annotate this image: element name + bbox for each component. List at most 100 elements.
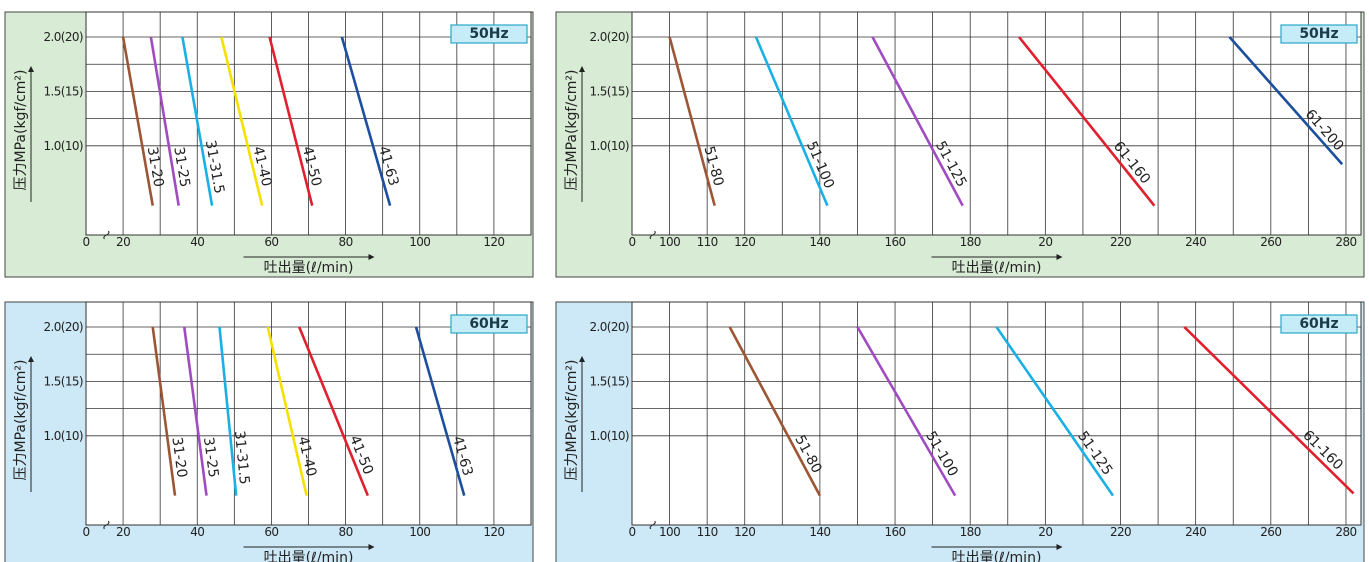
- badge-text: 60Hz: [469, 316, 508, 332]
- x-tick-label: 180: [960, 525, 981, 539]
- series-line: [340, 36, 392, 206]
- x-tick-label: 20: [116, 235, 130, 249]
- x-tick-label: 20: [1038, 235, 1052, 249]
- y-tick-label: 2.0(20): [589, 30, 629, 44]
- series-line: [728, 326, 822, 497]
- x-tick-label: 120: [734, 525, 755, 539]
- series-label: 31-31.5: [231, 430, 252, 485]
- plot-area: [631, 11, 1362, 236]
- x-tick-label: 0: [82, 525, 89, 539]
- y-axis-title: 压力MPa(kgf/cm²): [13, 360, 29, 481]
- x-tick-label: 80: [339, 235, 353, 249]
- x-tick-label: 240: [1185, 525, 1206, 539]
- badge-text: 50Hz: [469, 26, 508, 42]
- axis-break: [103, 520, 110, 530]
- x-axis-title: 吐出量(ℓ/min): [952, 550, 1042, 562]
- badge-box: [450, 314, 528, 334]
- series-line: [151, 326, 177, 496]
- plot-area: [631, 301, 1362, 526]
- x-tick-label: 280: [1335, 235, 1356, 249]
- y-axis-arrowhead: [579, 66, 585, 72]
- x-axis-title: 吐出量(ℓ/min): [264, 550, 354, 562]
- x-axis-arrowhead: [1056, 254, 1063, 260]
- x-tick-label: 100: [659, 235, 680, 249]
- axis-break: [103, 230, 110, 240]
- badge-box: [1280, 314, 1358, 334]
- x-axis-title: 吐出量(ℓ/min): [952, 260, 1042, 276]
- x-tick-label: 100: [409, 235, 430, 249]
- y-tick-label: 1.5(15): [43, 374, 83, 388]
- series-line: [218, 326, 238, 496]
- x-tick-label: 160: [884, 235, 905, 249]
- x-tick-label: 120: [734, 235, 755, 249]
- x-axis-arrowhead: [368, 254, 375, 260]
- y-axis-title: 压力MPa(kgf/cm²): [564, 360, 580, 481]
- axis-break: [649, 520, 656, 530]
- badge-box: [450, 24, 528, 44]
- series-label: 31-20: [144, 146, 167, 189]
- x-tick-label: 280: [1335, 525, 1356, 539]
- x-tick-label: 120: [483, 525, 504, 539]
- x-tick-label: 40: [190, 525, 204, 539]
- y-tick-label: 2.0(20): [43, 30, 83, 44]
- series-line: [1228, 36, 1344, 166]
- x-tick-label: 20: [1038, 525, 1052, 539]
- x-axis-title: 吐出量(ℓ/min): [264, 260, 354, 276]
- series-line: [268, 36, 314, 206]
- x-axis-arrowhead: [368, 544, 375, 550]
- series-line: [754, 36, 829, 207]
- y-tick-label: 1.0(10): [589, 429, 629, 443]
- x-tick-label: 260: [1260, 235, 1281, 249]
- series-line: [856, 326, 957, 497]
- series-label: 31-20: [168, 436, 189, 478]
- y-tick-label: 1.0(10): [43, 429, 83, 443]
- x-tick-label: 110: [697, 525, 718, 539]
- badge-text: 60Hz: [1299, 316, 1338, 332]
- y-tick-label: 1.0(10): [589, 139, 629, 153]
- x-tick-label: 180: [960, 235, 981, 249]
- series-line: [121, 36, 155, 206]
- y-axis-title: 压力MPa(kgf/cm²): [564, 70, 580, 191]
- x-tick-label: 110: [697, 235, 718, 249]
- series-line: [149, 36, 180, 206]
- x-tick-label: 140: [809, 525, 830, 539]
- x-tick-label: 160: [884, 525, 905, 539]
- y-tick-label: 1.5(15): [589, 84, 629, 98]
- y-tick-label: 1.0(10): [43, 139, 83, 153]
- series-line: [871, 36, 964, 207]
- x-tick-label: 40: [190, 235, 204, 249]
- x-axis-arrowhead: [1056, 544, 1063, 550]
- series-line: [414, 326, 466, 496]
- badge-text: 50Hz: [1299, 26, 1338, 42]
- series-line: [220, 36, 264, 206]
- y-axis-arrowhead: [28, 66, 34, 72]
- x-tick-label: 220: [1110, 525, 1131, 539]
- series-line: [995, 326, 1115, 497]
- y-axis-arrowhead: [28, 356, 34, 362]
- badge-box: [1280, 24, 1358, 44]
- series-line: [266, 326, 308, 496]
- y-tick-label: 1.5(15): [589, 374, 629, 388]
- x-tick-label: 240: [1185, 235, 1206, 249]
- x-tick-label: 80: [339, 525, 353, 539]
- x-tick-label: 0: [628, 235, 635, 249]
- y-axis-title: 压力MPa(kgf/cm²): [13, 70, 29, 191]
- series-label: 31-25: [170, 146, 192, 189]
- x-tick-label: 0: [628, 525, 635, 539]
- series-line: [298, 326, 370, 497]
- y-tick-label: 2.0(20): [589, 320, 629, 334]
- x-tick-label: 140: [809, 235, 830, 249]
- series-line: [1018, 36, 1156, 207]
- y-tick-label: 1.5(15): [43, 84, 83, 98]
- x-tick-label: 100: [409, 525, 430, 539]
- x-tick-label: 120: [483, 235, 504, 249]
- x-tick-label: 20: [116, 525, 130, 539]
- series-line: [182, 326, 208, 496]
- x-tick-label: 0: [82, 235, 89, 249]
- series-line: [668, 36, 716, 206]
- series-label: 31-25: [200, 436, 221, 478]
- x-tick-label: 60: [264, 235, 278, 249]
- series-line: [181, 36, 214, 206]
- y-axis-arrowhead: [579, 356, 585, 362]
- series-line: [1183, 326, 1355, 495]
